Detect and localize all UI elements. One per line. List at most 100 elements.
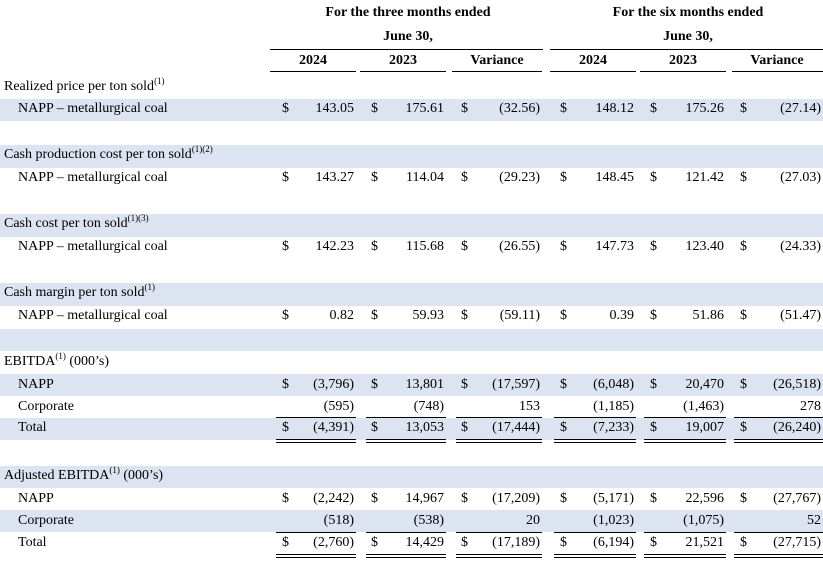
- value-cell: 21,521: [685, 535, 725, 550]
- label-text: NAPP – metallurgical coal: [18, 170, 168, 185]
- value-cell: (26,240): [773, 420, 821, 435]
- value-cell: 13,801: [405, 377, 445, 392]
- column-rule: [360, 71, 446, 72]
- label-suffix: (000’s): [119, 468, 164, 483]
- header-six-months-line2: June 30,: [663, 29, 713, 44]
- value-cell: 121.42: [685, 170, 725, 185]
- value-cell: (3,796): [313, 377, 354, 392]
- subtotal-rule: [644, 417, 726, 418]
- value-cell: 0.39: [609, 308, 635, 323]
- currency-symbol: $: [371, 420, 378, 435]
- value-cell: 175.61: [405, 101, 445, 116]
- value-cell: 14,967: [405, 491, 445, 506]
- label-suffix: (000’s): [65, 354, 109, 369]
- value-cell: 148.45: [595, 170, 635, 185]
- value-cell: (27,715): [773, 535, 821, 550]
- value-cell: 51.86: [692, 308, 725, 323]
- label-text: EBITDA: [4, 354, 56, 369]
- value-cell: 19,007: [685, 420, 725, 435]
- row-band: [0, 99, 823, 121]
- currency-symbol: $: [650, 377, 657, 392]
- subtotal-rule: [554, 417, 636, 418]
- currency-symbol: $: [740, 170, 747, 185]
- value-cell: 20,470: [685, 377, 725, 392]
- value-cell: 59.93: [412, 308, 445, 323]
- header-rule: [270, 49, 543, 50]
- value-cell: (17,444): [492, 420, 540, 435]
- value-cell: (32.56): [499, 101, 540, 116]
- row-band: [0, 510, 823, 532]
- total-double-rule: [734, 554, 823, 558]
- subtotal-rule: [456, 417, 542, 418]
- value-cell: 143.27: [315, 170, 355, 185]
- value-cell: (17,597): [492, 377, 540, 392]
- value-cell: (26.55): [499, 239, 540, 254]
- currency-symbol: $: [282, 535, 289, 550]
- value-cell: 147.73: [595, 239, 635, 254]
- column-header: 2024: [579, 53, 607, 68]
- value-cell: (6,194): [593, 535, 634, 550]
- subtotal-rule: [734, 532, 823, 533]
- column-rule: [270, 71, 356, 72]
- currency-symbol: $: [282, 491, 289, 506]
- label-text: Total: [18, 420, 47, 435]
- label-text: Total: [18, 535, 47, 550]
- row-band: [0, 418, 823, 440]
- row-label: NAPP – metallurgical coal: [18, 99, 168, 119]
- label-text: NAPP – metallurgical coal: [18, 239, 168, 254]
- currency-symbol: $: [740, 239, 747, 254]
- value-cell: (5,171): [593, 491, 634, 506]
- section-heading: EBITDA(1) (000’s): [4, 351, 109, 372]
- currency-symbol: $: [560, 377, 567, 392]
- value-cell: 142.23: [315, 239, 355, 254]
- value-cell: (27.03): [780, 170, 821, 185]
- currency-symbol: $: [560, 491, 567, 506]
- value-cell: (17,189): [492, 535, 540, 550]
- subtotal-rule: [554, 532, 636, 533]
- currency-symbol: $: [461, 420, 468, 435]
- row-label: NAPP: [18, 375, 54, 395]
- header-three-months-line1: For the three months ended: [325, 5, 491, 20]
- row-band: [0, 283, 823, 306]
- row-label: NAPP – metallurgical coal: [18, 237, 168, 257]
- label-text: NAPP: [18, 491, 54, 506]
- currency-symbol: $: [461, 535, 468, 550]
- currency-symbol: $: [461, 491, 468, 506]
- total-double-rule: [456, 439, 542, 443]
- value-cell: 114.04: [406, 170, 444, 185]
- label-text: Corporate: [18, 399, 74, 414]
- currency-symbol: $: [560, 308, 567, 323]
- value-cell: (595): [323, 399, 354, 414]
- header-six-months-line1: For the six months ended: [612, 5, 764, 20]
- currency-symbol: $: [461, 101, 468, 116]
- value-cell: 153: [519, 399, 540, 414]
- total-double-rule: [644, 554, 726, 558]
- value-cell: 123.40: [685, 239, 725, 254]
- column-rule: [640, 71, 726, 72]
- label-text: Corporate: [18, 513, 74, 528]
- footnote-marker: (1)(3): [127, 213, 149, 223]
- currency-symbol: $: [740, 491, 747, 506]
- value-cell: 175.26: [685, 101, 725, 116]
- total-double-rule: [276, 554, 356, 558]
- currency-symbol: $: [371, 239, 378, 254]
- footnote-marker: (1): [55, 351, 66, 361]
- currency-symbol: $: [461, 239, 468, 254]
- value-cell: 13,053: [405, 420, 445, 435]
- row-label: Total: [18, 533, 47, 553]
- total-double-rule: [456, 554, 542, 558]
- currency-symbol: $: [461, 377, 468, 392]
- value-cell: (1,023): [593, 513, 634, 528]
- section-heading: Cash cost per ton sold(1)(3): [4, 213, 149, 234]
- total-double-rule: [734, 439, 823, 443]
- value-cell: (2,242): [313, 491, 354, 506]
- label-text: NAPP – metallurgical coal: [18, 308, 168, 323]
- value-cell: (518): [323, 513, 354, 528]
- currency-symbol: $: [282, 308, 289, 323]
- currency-symbol: $: [560, 239, 567, 254]
- currency-symbol: $: [461, 308, 468, 323]
- section-heading: Cash margin per ton sold(1): [4, 282, 155, 303]
- column-header: Variance: [470, 53, 524, 68]
- value-cell: (1,463): [683, 399, 724, 414]
- label-text: NAPP: [18, 377, 54, 392]
